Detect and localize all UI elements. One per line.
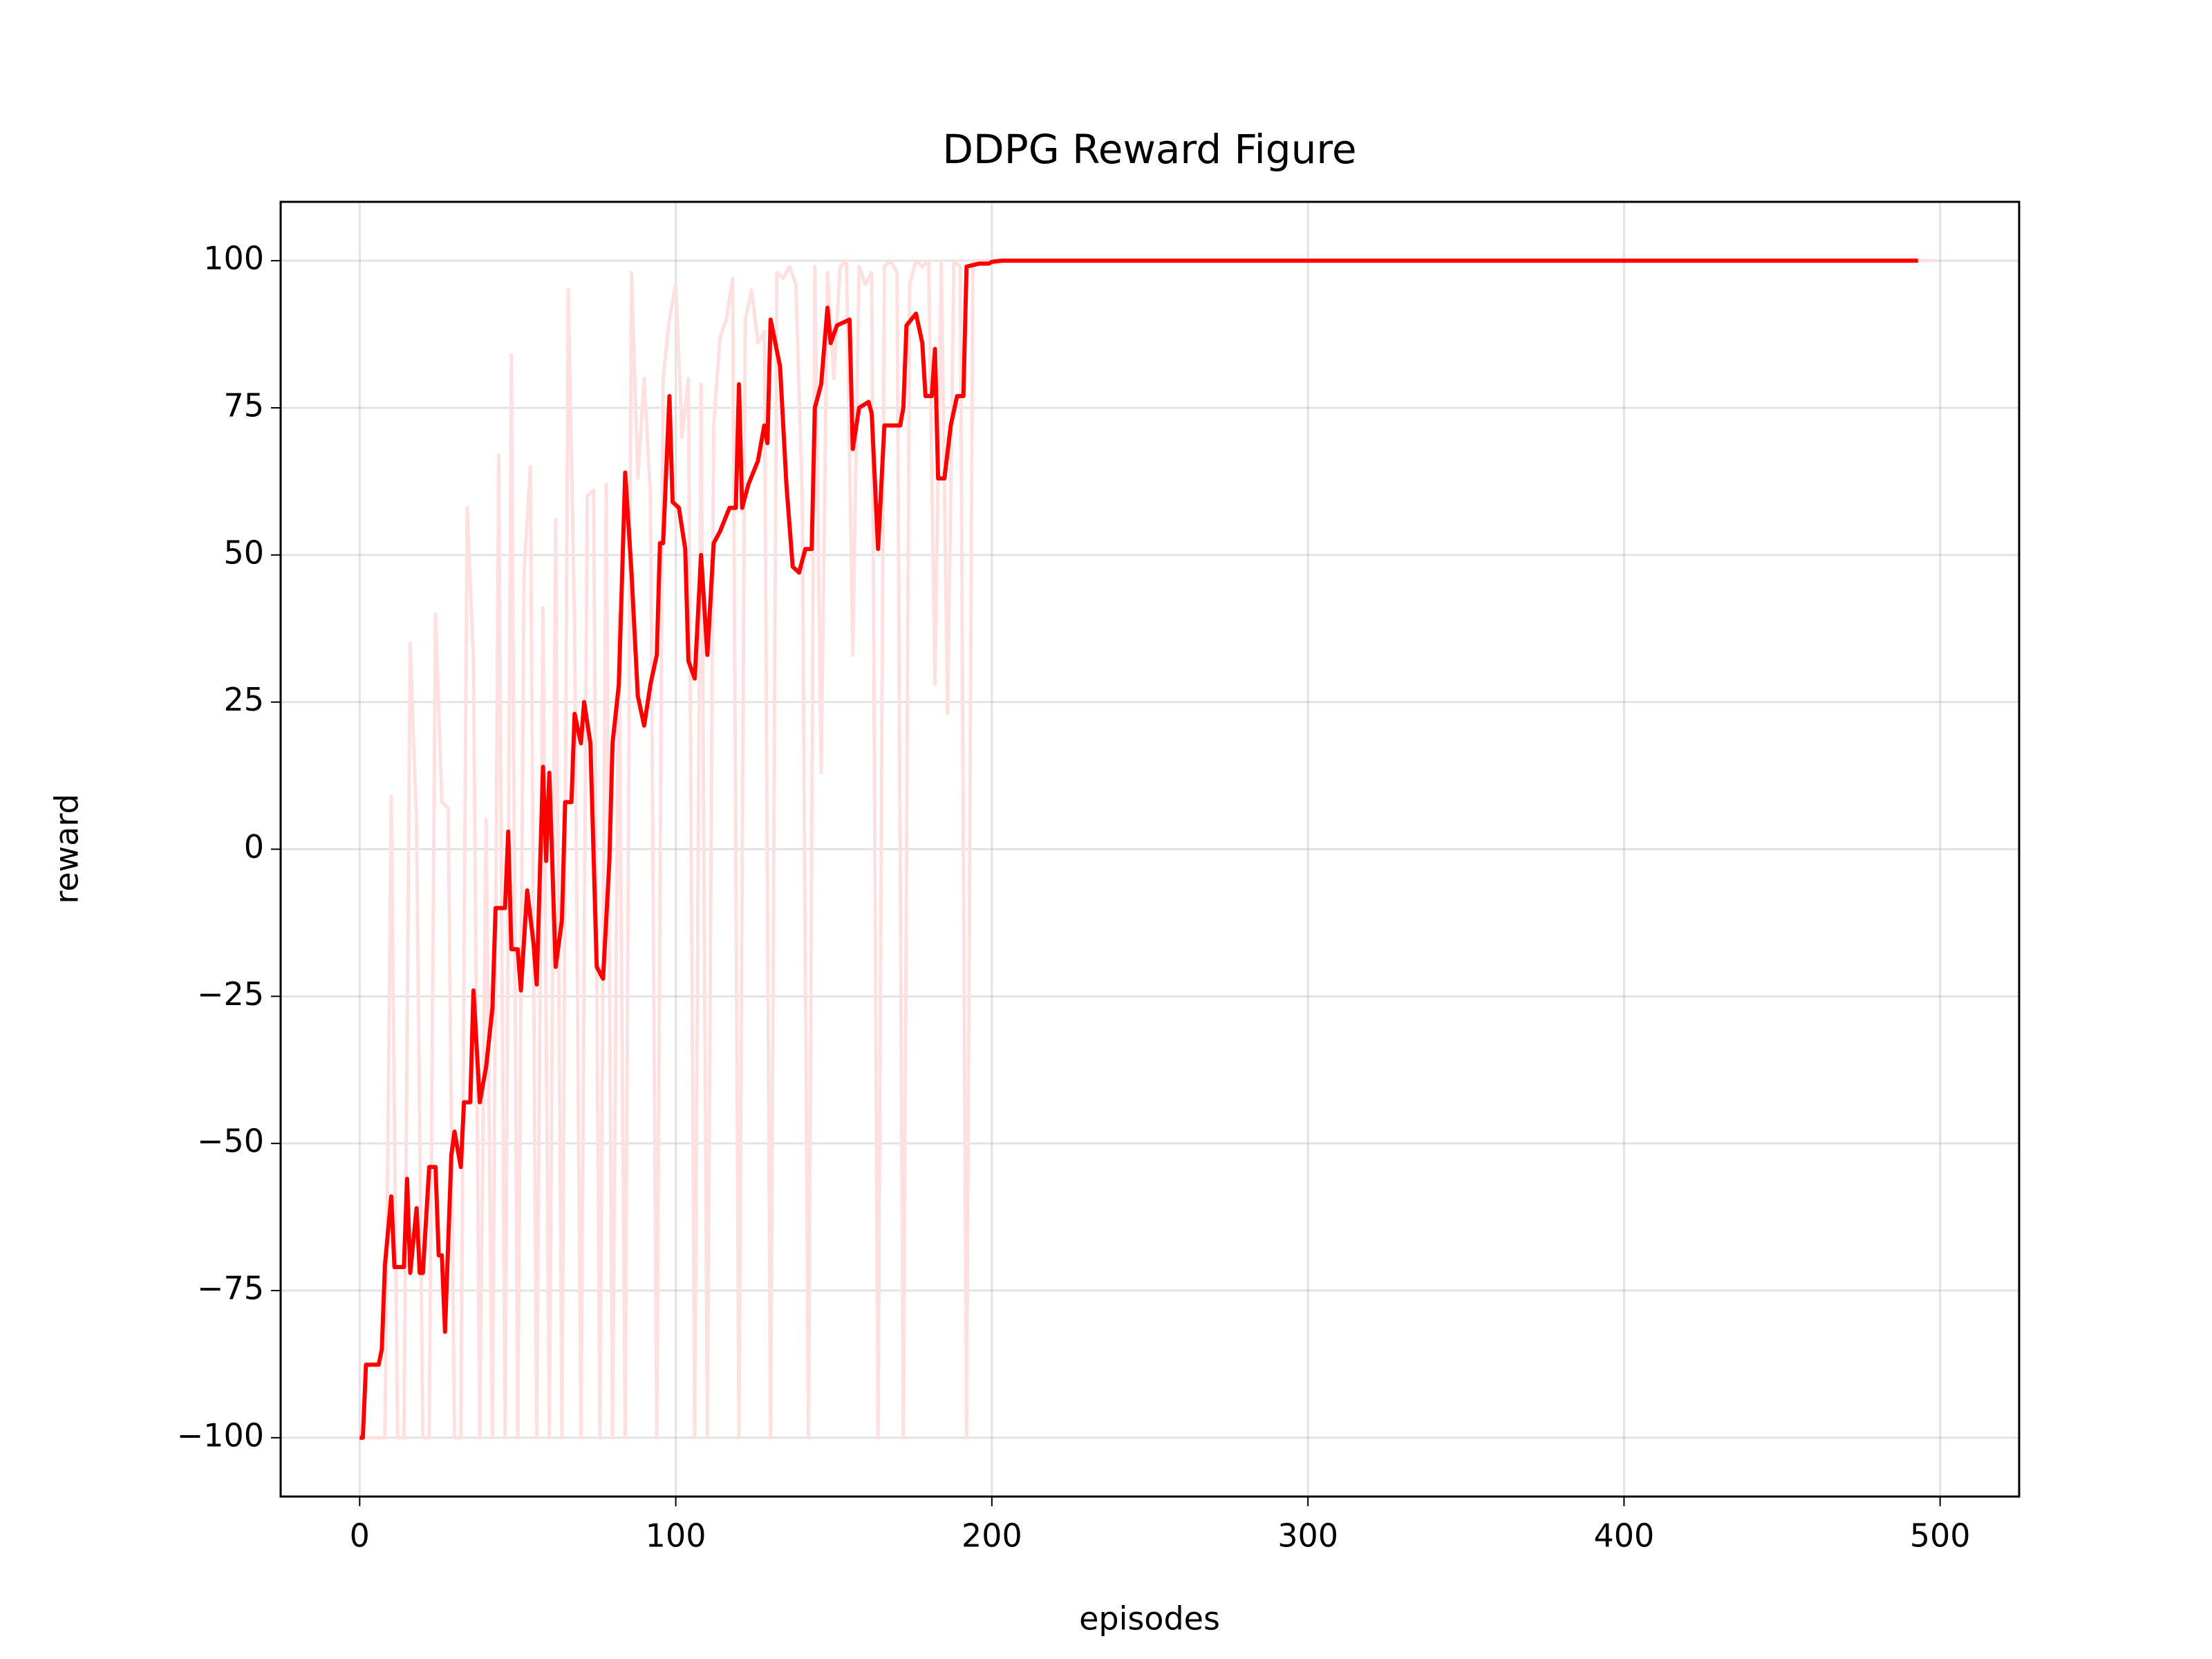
- x-tick-label: 500: [1910, 1517, 1971, 1555]
- y-tick-label: 50: [223, 534, 264, 571]
- y-tick-label: 75: [223, 386, 264, 424]
- y-axis-label: reward: [48, 794, 86, 903]
- x-tick-label: 200: [962, 1517, 1022, 1555]
- chart-title: DDPG Reward Figure: [942, 126, 1356, 173]
- line: [359, 259, 1938, 1440]
- x-tick-label: 400: [1594, 1517, 1655, 1555]
- x-axis-label: episodes: [1079, 1600, 1220, 1638]
- y-tick-label: −25: [197, 975, 264, 1013]
- y-tick-label: 0: [244, 828, 264, 865]
- line: [359, 259, 1918, 1440]
- plot-frame: [279, 200, 2021, 1498]
- y-tick-label: −50: [197, 1123, 264, 1160]
- x-tick-label: 100: [646, 1517, 706, 1555]
- y-tick-label: −75: [197, 1270, 264, 1307]
- y-tick-label: −100: [177, 1416, 264, 1454]
- y-tick-label: 25: [223, 681, 264, 718]
- y-tick-label: 100: [203, 240, 264, 277]
- x-tick-label: 300: [1277, 1517, 1338, 1555]
- x-tick-label: 0: [350, 1517, 370, 1555]
